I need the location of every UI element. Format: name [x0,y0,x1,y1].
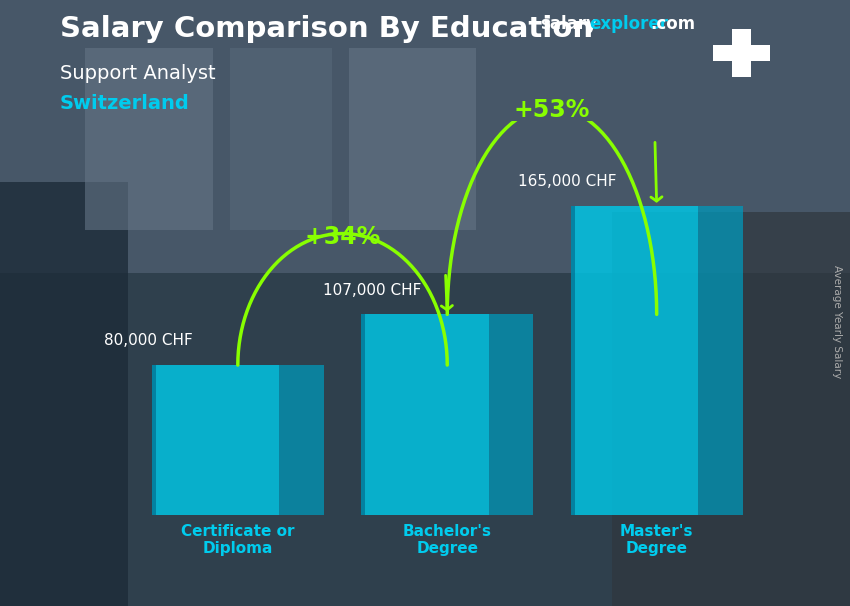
Text: .com: .com [650,15,695,33]
Bar [0,182,128,606]
Text: explorer: explorer [589,15,668,33]
Text: Switzerland: Switzerland [60,94,190,113]
Bar [732,28,751,78]
Polygon shape [152,365,279,515]
Text: salary: salary [540,15,597,33]
Polygon shape [571,205,575,515]
Text: Support Analyst: Support Analyst [60,64,215,82]
Polygon shape [279,365,324,515]
Text: Salary Comparison By Education: Salary Comparison By Education [60,15,592,43]
Bar [230,48,332,230]
Text: 107,000 CHF: 107,000 CHF [324,282,422,298]
Bar [0,273,850,606]
Bar [85,48,212,230]
Polygon shape [152,365,156,515]
Polygon shape [361,315,366,515]
Text: Certificate or
Diploma: Certificate or Diploma [181,524,295,556]
Bar [612,212,850,606]
Text: Master's
Degree: Master's Degree [620,524,694,556]
Polygon shape [698,205,743,515]
Text: +34%: +34% [304,225,381,248]
Text: +53%: +53% [513,98,590,122]
Text: 80,000 CHF: 80,000 CHF [104,333,193,348]
Bar [713,45,770,61]
Text: 165,000 CHF: 165,000 CHF [518,174,616,188]
Text: Average Yearly Salary: Average Yearly Salary [832,265,842,378]
Polygon shape [361,315,489,515]
Bar [0,0,850,273]
Polygon shape [571,205,698,515]
Text: Bachelor's
Degree: Bachelor's Degree [403,524,492,556]
Polygon shape [489,315,533,515]
Bar [348,48,476,230]
